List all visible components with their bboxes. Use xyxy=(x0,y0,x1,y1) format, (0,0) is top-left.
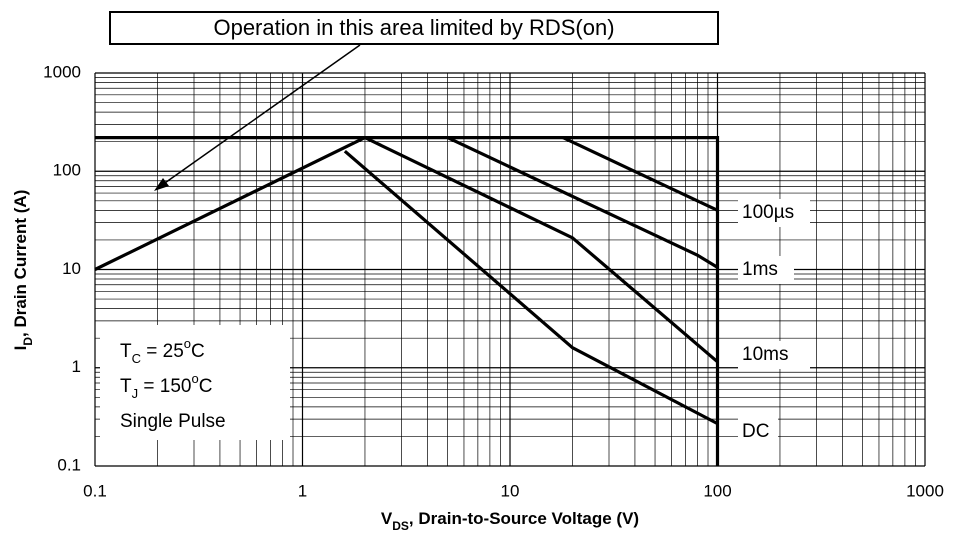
note-part: Single Pulse xyxy=(120,411,226,432)
note-part: o xyxy=(191,371,198,386)
x-tick-label: 1 xyxy=(298,481,307,500)
x-tick-label: 1000 xyxy=(906,481,944,500)
annotation-box xyxy=(109,11,719,45)
y-tick-label: 10 xyxy=(62,259,81,278)
note-part: o xyxy=(184,336,191,351)
x-label-part: , Drain-to-Source Voltage (V) xyxy=(409,509,639,528)
note-part: J xyxy=(132,386,139,401)
note-part: C xyxy=(132,351,141,366)
series-label: 100µs xyxy=(742,202,794,223)
y-label-part: I xyxy=(11,346,30,351)
arrow-head xyxy=(154,178,169,191)
note-text: TJ = 150oC xyxy=(120,371,212,401)
note-part: T xyxy=(120,376,132,397)
y-label-part: D xyxy=(21,337,35,346)
x-tick-label: 10 xyxy=(501,481,520,500)
note-part: T xyxy=(120,341,132,362)
y-axis-label: ID, Drain Current (A) xyxy=(11,190,35,351)
boundary-line xyxy=(95,136,720,466)
note-box xyxy=(100,325,290,440)
marks xyxy=(94,136,720,466)
series-label-bg xyxy=(738,418,778,446)
y-label-part: , Drain Current (A) xyxy=(11,190,30,337)
series-line xyxy=(364,136,719,364)
annotation: Operation in this area limited by RDS(on… xyxy=(213,15,614,40)
x-label-part: DS xyxy=(392,519,409,533)
series-line xyxy=(562,136,719,212)
note-part: = 25 xyxy=(141,341,184,362)
series-label: 1ms xyxy=(742,259,778,280)
note-part: = 150 xyxy=(138,376,191,397)
series-line xyxy=(446,136,719,269)
boundary-line xyxy=(94,136,366,271)
series-label-bg xyxy=(738,256,794,284)
note-text: Single Pulse xyxy=(120,411,226,432)
overlays: 0.1 1 10 100 10000.11101001000100µs1ms10msDC… xyxy=(11,11,944,533)
annotation-arrow xyxy=(161,44,361,186)
series-label-bg xyxy=(738,341,810,369)
y-tick-label: 1 xyxy=(72,357,81,376)
note-part: C xyxy=(191,341,205,362)
x-tick-label: 0.1 xyxy=(83,481,107,500)
note-text: TC = 25oC xyxy=(120,336,205,366)
series-line xyxy=(343,149,719,426)
x-axis-label: VDS, Drain-to-Source Voltage (V) xyxy=(381,509,639,533)
x-tick-label: 100 xyxy=(703,481,731,500)
series-label: 10ms xyxy=(742,344,788,365)
series-label-bg xyxy=(738,199,810,227)
x-label-part: V xyxy=(381,509,393,528)
y-tick-label: 100 xyxy=(53,161,81,180)
y-tick-label: 0.1 xyxy=(57,455,81,474)
note-part: C xyxy=(199,376,213,397)
y-tick-label: 1000 xyxy=(43,62,81,81)
series-label: DC xyxy=(742,421,769,442)
